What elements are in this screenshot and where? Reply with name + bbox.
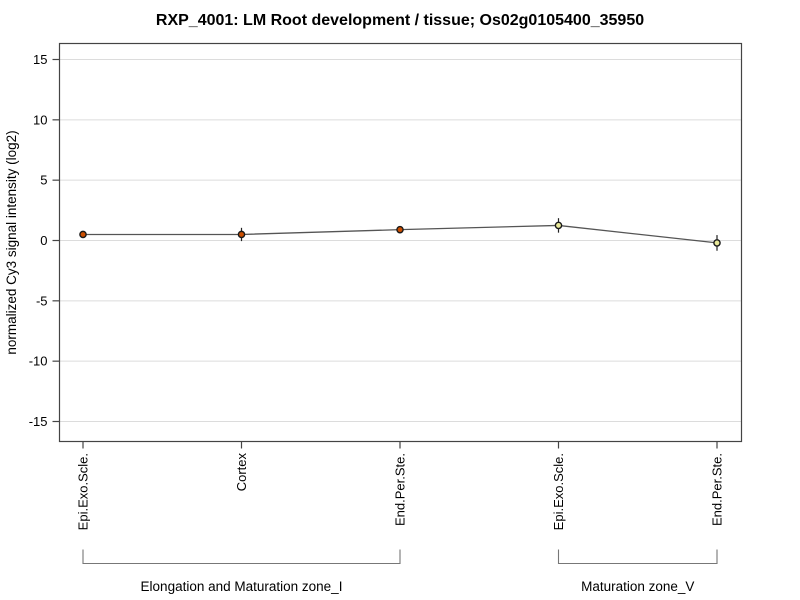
x-tick-label: End.Per.Ste. bbox=[710, 453, 725, 526]
x-tick-label: End.Per.Ste. bbox=[393, 453, 408, 526]
y-tick-label: 10 bbox=[33, 112, 47, 127]
data-point bbox=[713, 239, 721, 247]
group-bracket bbox=[82, 549, 401, 565]
x-tick-label: Epi.Exo.Scle. bbox=[76, 453, 91, 530]
data-point bbox=[554, 221, 563, 230]
y-axis-title: normalized Cy3 signal intensity (log2) bbox=[4, 130, 19, 354]
group-label: Elongation and Maturation zone_I bbox=[141, 579, 343, 594]
x-tick-label: Cortex bbox=[234, 453, 249, 492]
chart-title: RXP_4001: LM Root development / tissue; … bbox=[155, 12, 645, 29]
y-tick-label: 15 bbox=[33, 52, 47, 67]
x-tick-label: Epi.Exo.Scle. bbox=[551, 453, 566, 530]
y-tick-label: -15 bbox=[29, 414, 48, 429]
data-point bbox=[396, 225, 404, 234]
group-bracket bbox=[557, 549, 718, 565]
y-tick-label: -5 bbox=[36, 293, 48, 308]
group-label: Maturation zone_V bbox=[581, 579, 694, 594]
y-tick-label: 5 bbox=[40, 173, 47, 188]
y-tick-label: 0 bbox=[40, 233, 47, 248]
plot-frame bbox=[58, 42, 743, 443]
data-point bbox=[237, 230, 246, 239]
y-tick-label: -10 bbox=[29, 354, 48, 369]
data-point bbox=[79, 230, 87, 239]
